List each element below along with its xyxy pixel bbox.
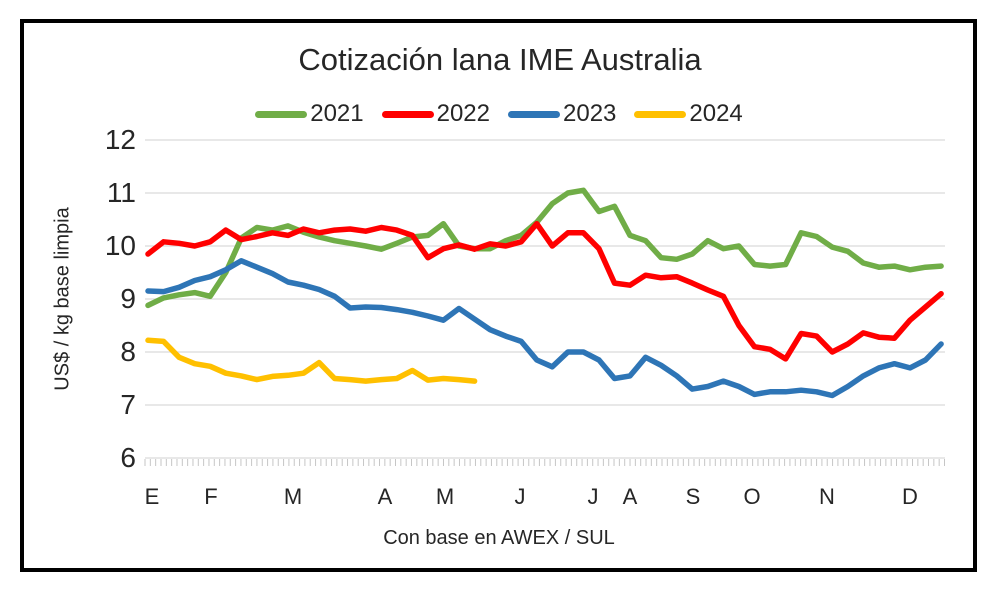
chart-legend: 2021 2022 2023 2024 [24,100,974,128]
y-tick-label-7: 7 [120,389,136,420]
x-tick-label-5-J: J [515,484,526,509]
x-tick-label-0-E: E [145,484,160,509]
chart-title: Cotización lana IME Australia [298,42,702,77]
legend-item-2022: 2022 [381,100,490,128]
y-tick-label-10: 10 [105,230,136,261]
x-tick-label-9-O: O [743,484,760,509]
series-line-2024 [145,337,478,384]
x-tick-label-10-N: N [819,484,835,509]
legend-label-2023: 2023 [563,100,617,127]
legend-item-2024: 2024 [634,100,743,128]
y-tick-label-8: 8 [120,336,136,367]
y-axis-title: US$ / kg base limpia [51,207,74,391]
x-tick-label-4-M: M [436,484,454,509]
y-tick-label-11: 11 [107,177,136,208]
legend-item-2023: 2023 [508,100,616,128]
x-tick-label-1-F: F [204,484,217,509]
legend-label-2021: 2021 [310,100,364,127]
legend-marker-2022 [381,110,434,118]
y-tick-label-6: 6 [120,442,136,473]
x-tick-label-11-D: D [902,484,918,509]
x-tick-label-6-J: J [588,484,599,509]
legend-marker-2021 [255,110,308,118]
legend-marker-2024 [634,110,687,118]
legend-label-2024: 2024 [689,100,743,127]
legend-marker-2023 [508,110,560,118]
x-tick-label-2-M: M [284,484,302,509]
x-tick-label-7-A: A [623,484,638,509]
x-tick-label-3-A: A [378,484,393,509]
series-line-2021 [145,187,944,309]
x-tick-label-8-S: S [686,484,701,509]
y-tick-label-9: 9 [120,283,136,314]
legend-item-2021: 2021 [255,100,364,128]
series-line-2023 [145,258,944,399]
legend-label-2022: 2022 [436,100,490,127]
x-axis-note: Con base en AWEX / SUL [383,527,615,549]
y-tick-label-12: 12 [105,124,136,155]
series-line-2022 [145,220,944,362]
weekly-tick-marks [144,459,945,466]
